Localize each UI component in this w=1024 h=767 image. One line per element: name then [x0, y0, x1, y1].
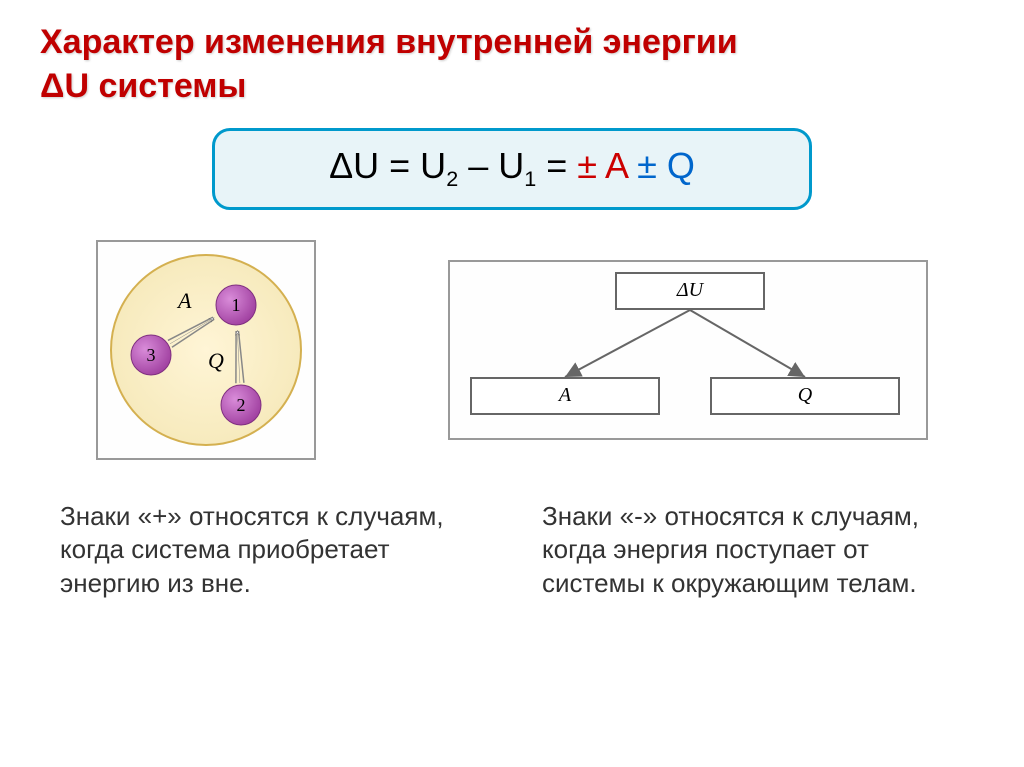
- title-line2-symbol: ΔU: [40, 67, 89, 105]
- formula-pm-q: ± Q: [637, 145, 695, 186]
- tree-right-label: Q: [798, 384, 812, 407]
- formula-sub2: 2: [446, 167, 458, 192]
- tree-box-right: Q: [710, 377, 900, 415]
- formula-space: [627, 145, 637, 186]
- tree-box-left: A: [470, 377, 660, 415]
- bottom-right-text: Знаки «-» относятся к случаям, когда эне…: [542, 500, 964, 601]
- formula-delta: ΔU: [329, 145, 379, 186]
- svg-text:1: 1: [232, 295, 241, 315]
- formula-sub1: 1: [524, 167, 536, 192]
- slide-title: Характер изменения внутренней энергии ΔU…: [40, 20, 984, 108]
- svg-text:Q: Q: [208, 348, 224, 373]
- formula-box: ΔU = U2 – U1 = ± A ± Q: [212, 128, 812, 209]
- svg-text:A: A: [176, 288, 192, 313]
- svg-text:3: 3: [147, 345, 156, 365]
- formula-pm-a: ± A: [577, 145, 627, 186]
- circle-diagram: A Q 1 2 3: [96, 240, 316, 460]
- diagrams-row: A Q 1 2 3 ΔU A Q: [60, 240, 964, 460]
- title-line2-rest: системы: [89, 67, 246, 105]
- formula-minus: – U: [458, 145, 524, 186]
- tree-left-label: A: [559, 384, 571, 407]
- bottom-left-text: Знаки «+» относятся к случаям, когда сис…: [60, 500, 482, 601]
- tree-top-label: ΔU: [677, 279, 703, 302]
- tree-box-top: ΔU: [615, 272, 765, 310]
- bottom-texts: Знаки «+» относятся к случаям, когда сис…: [40, 500, 984, 601]
- formula-eq1: = U: [379, 145, 446, 186]
- svg-text:2: 2: [237, 395, 246, 415]
- circle-svg: A Q 1 2 3: [106, 250, 306, 450]
- title-line1: Характер изменения внутренней энергии: [40, 23, 738, 61]
- formula-eq2: =: [536, 145, 577, 186]
- tree-diagram: ΔU A Q: [448, 260, 928, 440]
